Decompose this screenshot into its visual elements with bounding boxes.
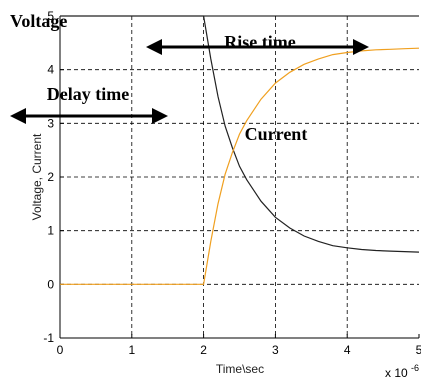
x-multiplier-base: x 10 [385, 366, 408, 378]
x-tick-label-5: 5 [416, 343, 421, 357]
annotation-voltage: Voltage [10, 11, 67, 31]
annotation-current: Current [245, 124, 308, 144]
annotation-delay-time: Delay time [47, 84, 129, 104]
y-tick-label-5: 4 [47, 63, 54, 77]
annotation-layer: Voltage Rise time Delay time Current [10, 11, 369, 144]
y-tick-label-3: 2 [47, 170, 54, 184]
x-tick-label-2: 2 [200, 343, 207, 357]
series-line-0 [60, 15, 420, 253]
series-line-1 [60, 47, 420, 285]
y-tick-label-4: 3 [47, 116, 54, 130]
rise-time-arrowhead-right [353, 39, 369, 55]
y-axis-label: Voltage, Current [30, 133, 44, 220]
x-tick-label-1: 1 [128, 343, 135, 357]
x-tick-label-3: 3 [272, 343, 279, 357]
grid-layer [60, 16, 419, 338]
y-tick-label-1: 0 [47, 277, 54, 291]
delay-time-arrowhead-right [152, 108, 168, 124]
annotation-rise-time: Rise time [224, 32, 295, 52]
delay-time-arrowhead-left [10, 108, 26, 124]
x-multiplier-exp: -6 [411, 363, 419, 373]
y-tick-label-0: -1 [43, 331, 54, 345]
x-tick-label-0: 0 [57, 343, 64, 357]
y-tick-label-2: 1 [47, 224, 54, 238]
x-axis-label: Time\sec [216, 362, 264, 376]
delay-time-arrow [10, 108, 168, 124]
y-tick-label-6: 5 [47, 9, 54, 23]
plot-frame [59, 15, 420, 339]
rise-time-arrow [146, 39, 369, 55]
rise-time-arrowhead-left [146, 39, 162, 55]
x-tick-label-4: 4 [344, 343, 351, 357]
series-layer [60, 15, 420, 285]
x-multiplier: x 10 -6 [385, 363, 419, 378]
